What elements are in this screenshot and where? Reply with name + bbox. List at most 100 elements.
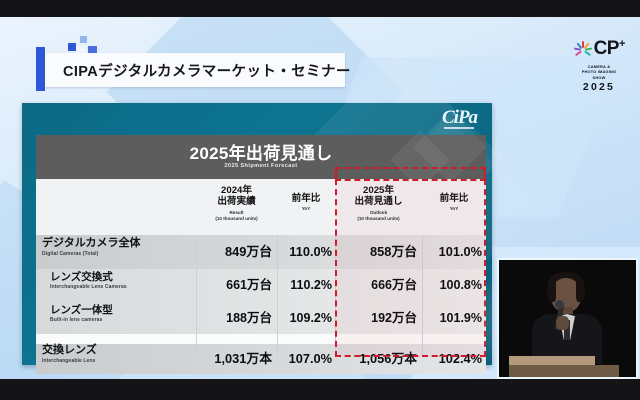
cell-value: 192万台 bbox=[371, 311, 417, 325]
cell-yoy-2025: 101.9% bbox=[422, 302, 486, 334]
row-background bbox=[36, 302, 486, 334]
cell-outlook-2025: 192万台 bbox=[335, 302, 422, 334]
cell-value: 101.9% bbox=[439, 311, 482, 325]
cell-value: 107.0% bbox=[288, 351, 332, 366]
presenter-video[interactable] bbox=[499, 260, 636, 377]
row-background bbox=[36, 235, 486, 269]
row-label-en: Built-in lens cameras bbox=[50, 317, 103, 324]
row-label-ja: 交換レンズ bbox=[42, 344, 97, 356]
cpplus-subtitle: CAMERA & PHOTO IMAGING SHOW bbox=[581, 64, 617, 80]
cpplus-plus-mark: + bbox=[618, 38, 626, 50]
presenter-tie bbox=[564, 320, 570, 340]
letterbox-top bbox=[0, 0, 640, 17]
column-header-yoy-2024: 前年比 YoY bbox=[277, 179, 335, 235]
table-header-band: 2025年出荷見通し 2025 Shipment Forecast bbox=[36, 110, 487, 190]
column-header-line1: 前年比 bbox=[291, 193, 321, 204]
cpplus-logo: CP + CAMERA & PHOTO IMAGING SHOW 2025 bbox=[566, 39, 632, 99]
cipa-logo: CiPa bbox=[442, 107, 478, 128]
row-label-cell: レンズ交換式 Interchangeable Lens Cameras bbox=[36, 269, 196, 302]
cell-value: 666万台 bbox=[371, 278, 417, 292]
column-divider bbox=[422, 179, 423, 357]
decorative-square bbox=[80, 36, 87, 43]
cell-value: 1,056万本 bbox=[359, 351, 417, 366]
cell-value: 849万台 bbox=[225, 244, 272, 259]
decorative-square bbox=[68, 43, 76, 51]
seminar-title-banner: CIPAデジタルカメラマーケット・セミナー bbox=[45, 53, 350, 87]
row-background bbox=[36, 334, 486, 344]
table-body: 2024年 出荷実績 Result (10 thousand units) 前年… bbox=[36, 167, 486, 374]
column-header-line2: 出荷見通し bbox=[354, 196, 403, 208]
table-row: レンズ交換式 Interchangeable Lens Cameras 661万… bbox=[36, 269, 486, 302]
podium-base bbox=[509, 365, 619, 377]
shipment-forecast-table: 2025年出荷見通し 2025 Shipment Forecast bbox=[36, 110, 487, 374]
row-background bbox=[36, 269, 486, 302]
title-accent-bar bbox=[36, 47, 45, 91]
presenter-hand bbox=[556, 316, 569, 330]
cell-yoy-2024: 110.0% bbox=[277, 235, 335, 269]
cell-value: 661万台 bbox=[226, 278, 272, 292]
cell-value: 110.0% bbox=[289, 244, 332, 259]
cell-value: 109.2% bbox=[289, 311, 332, 325]
cell-result-2024: 849万台 bbox=[196, 235, 277, 269]
row-label-cell: デジタルカメラ全体 Digital Cameras (Total) bbox=[36, 235, 196, 269]
cell-value: 110.2% bbox=[290, 278, 332, 292]
column-header-unit: (10 thousand units) bbox=[215, 215, 258, 221]
column-header-en: Outlook bbox=[369, 209, 388, 215]
column-header-yoy-2025: 前年比 YoY bbox=[422, 179, 486, 235]
cell-yoy-2025: 100.8% bbox=[422, 269, 486, 302]
burst-icon bbox=[573, 39, 593, 59]
cell-outlook-2025: 1,056万本 bbox=[335, 344, 422, 374]
column-divider bbox=[196, 179, 197, 357]
cell-yoy-2024: 107.0% bbox=[277, 344, 335, 374]
row-label-ja: レンズ交換式 bbox=[50, 271, 113, 283]
row-label-cell: レンズ一体型 Built-in lens cameras bbox=[36, 302, 196, 334]
outlook-highlight-box bbox=[335, 179, 486, 357]
cell-yoy-2025: 101.0% bbox=[422, 235, 486, 269]
row-label-en: Interchangeable Lens Cameras bbox=[50, 284, 127, 291]
column-header-en: YoY bbox=[301, 206, 311, 212]
row-background bbox=[36, 344, 486, 374]
seminar-title: CIPAデジタルカメラマーケット・セミナー bbox=[63, 64, 351, 80]
column-header-result-2024: 2024年 出荷実績 Result (10 thousand units) bbox=[196, 179, 277, 235]
slide-stage: CIPAデジタルカメラマーケット・セミナー CP + CAMERA & PHOTO… bbox=[0, 17, 640, 379]
cell-outlook-2025: 666万台 bbox=[335, 269, 422, 302]
column-header-line1: 2025年 bbox=[363, 185, 394, 196]
cell-outlook-2025: 858万台 bbox=[335, 235, 422, 269]
column-header-line1: 前年比 bbox=[439, 193, 469, 204]
cell-result-2024: 1,031万本 bbox=[196, 344, 277, 374]
row-label-ja: レンズ一体型 bbox=[50, 304, 113, 316]
decorative-square bbox=[76, 47, 86, 57]
cell-yoy-2025: 102.4% bbox=[422, 344, 486, 374]
cell-value: 102.4% bbox=[438, 351, 482, 366]
microphone-head-icon bbox=[555, 300, 564, 309]
cell-result-2024: 661万台 bbox=[196, 269, 277, 302]
table-title-ja: 2025年出荷見通し bbox=[189, 144, 333, 163]
table-title-en: 2025 Shipment Forecast bbox=[224, 163, 298, 169]
cell-value: 188万台 bbox=[226, 311, 272, 325]
column-divider bbox=[277, 179, 278, 357]
letterbox-bottom bbox=[0, 379, 640, 400]
table-row: レンズ一体型 Built-in lens cameras 188万台 109.2… bbox=[36, 302, 486, 334]
cell-yoy-2024: 110.2% bbox=[277, 269, 335, 302]
cpplus-wordmark: CP bbox=[593, 38, 620, 59]
cell-result-2024: 188万台 bbox=[196, 302, 277, 334]
table-row: 交換レンズ Interchangeable Lens 1,031万本 107.0… bbox=[36, 344, 486, 374]
cell-value: 1,031万本 bbox=[214, 351, 272, 366]
table-column-headers: 2024年 出荷実績 Result (10 thousand units) 前年… bbox=[36, 179, 486, 235]
cell-yoy-2024: 109.2% bbox=[277, 302, 335, 334]
presenter-hair-side bbox=[547, 280, 556, 302]
table-row: デジタルカメラ全体 Digital Cameras (Total) 849万台 … bbox=[36, 235, 486, 269]
column-header-line1: 2024年 bbox=[221, 185, 252, 196]
row-label-en: Interchangeable Lens bbox=[42, 357, 96, 364]
column-header-outlook-2025: 2025年 出荷見通し Outlook (10 thousand units) bbox=[335, 179, 422, 235]
column-header-en: Result bbox=[229, 209, 244, 215]
cell-value: 858万台 bbox=[370, 244, 417, 259]
cell-value: 101.0% bbox=[438, 244, 482, 259]
row-label-ja: デジタルカメラ全体 bbox=[42, 237, 141, 249]
cpplus-year: 2025 bbox=[582, 80, 616, 93]
cipa-logo-underline bbox=[444, 127, 474, 129]
cell-value: 100.8% bbox=[439, 278, 482, 292]
row-label-cell: 交換レンズ Interchangeable Lens bbox=[36, 344, 196, 374]
highlight-box-extension bbox=[335, 167, 486, 179]
